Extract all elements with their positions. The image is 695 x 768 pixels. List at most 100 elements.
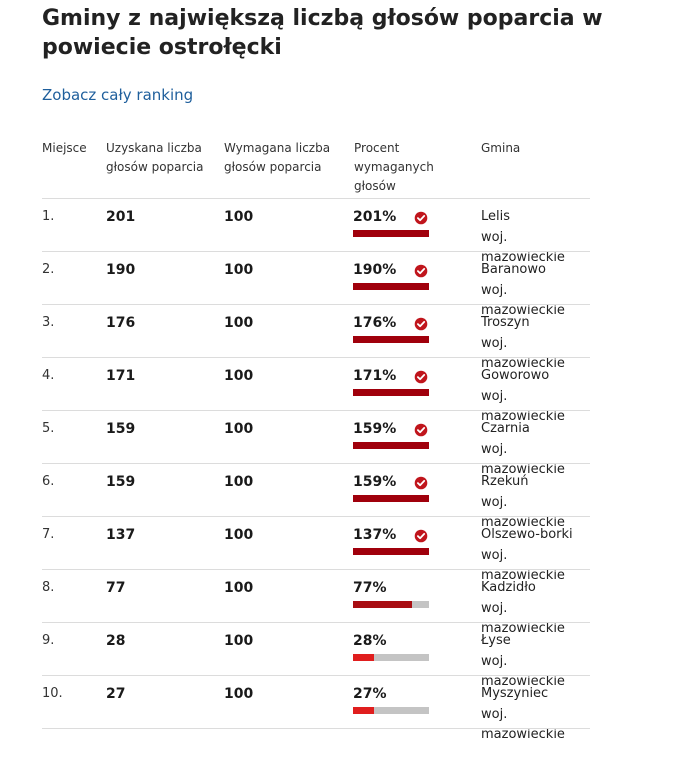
percent-cell: 190% bbox=[353, 262, 397, 278]
percent-cell: 28% bbox=[353, 633, 387, 649]
percent-cell: 201% bbox=[353, 209, 397, 225]
received-votes-cell: 176 bbox=[106, 315, 136, 331]
check-circle-icon bbox=[414, 529, 428, 543]
check-circle-icon bbox=[414, 370, 428, 384]
row-divider bbox=[42, 622, 590, 623]
gmina-name: Lelis bbox=[481, 209, 511, 224]
gmina-name: Goworowo bbox=[481, 368, 550, 383]
percent-cell: 159% bbox=[353, 474, 397, 490]
gmina-cell: Kadzidło woj. mazowieckie bbox=[481, 578, 590, 639]
page-title: Gminy z największą liczbą głosów poparci… bbox=[42, 6, 603, 60]
required-votes-cell: 100 bbox=[224, 527, 254, 543]
percent-bar-fill bbox=[353, 283, 429, 290]
percent-bar bbox=[353, 495, 429, 502]
required-votes-cell: 100 bbox=[224, 262, 254, 278]
row-divider bbox=[42, 569, 590, 570]
header-received-votes: Uzyskana liczba głosów poparcia bbox=[106, 141, 204, 174]
required-votes-cell: 100 bbox=[224, 686, 254, 702]
received-votes-cell: 27 bbox=[106, 686, 126, 702]
percent-bar-fill bbox=[353, 389, 429, 396]
voivodeship-label: woj. mazowieckie bbox=[481, 442, 565, 477]
received-votes-cell: 77 bbox=[106, 580, 126, 596]
gmina-cell: Troszyn woj. mazowieckie bbox=[481, 313, 590, 374]
received-votes-cell: 137 bbox=[106, 527, 136, 543]
header-required-votes: Wymagana liczba głosów poparcia bbox=[224, 141, 331, 174]
percent-bar-fill bbox=[353, 601, 412, 608]
percent-bar bbox=[353, 707, 429, 714]
full-ranking-link[interactable]: Zobacz cały ranking bbox=[42, 86, 194, 104]
row-divider bbox=[42, 675, 590, 676]
header-rank: Miejsce bbox=[42, 141, 87, 155]
gmina-name: Troszyn bbox=[481, 315, 530, 330]
gmina-name: Olszewo-borki bbox=[481, 527, 573, 542]
required-votes-cell: 100 bbox=[224, 368, 254, 384]
percent-cell: 159% bbox=[353, 421, 397, 437]
table-row: 3. 176 100 176% Troszyn woj. mazowieckie bbox=[42, 305, 590, 371]
percent-bar bbox=[353, 442, 429, 449]
row-divider bbox=[42, 304, 590, 305]
required-votes-cell: 100 bbox=[224, 209, 254, 225]
header-gmina: Gmina bbox=[481, 141, 521, 155]
received-votes-cell: 159 bbox=[106, 421, 136, 437]
rank-cell: 7. bbox=[42, 527, 55, 542]
voivodeship-label: woj. mazowieckie bbox=[481, 495, 565, 530]
rank-cell: 2. bbox=[42, 262, 55, 277]
gmina-cell: Baranowo woj. mazowieckie bbox=[481, 260, 590, 321]
gmina-cell: Łyse woj. mazowieckie bbox=[481, 631, 590, 692]
rank-cell: 6. bbox=[42, 474, 55, 489]
check-circle-icon bbox=[414, 423, 428, 437]
voivodeship-label: woj. mazowieckie bbox=[481, 336, 565, 371]
percent-cell: 27% bbox=[353, 686, 387, 702]
table-row: 10. 27 100 27% Myszyniec woj. mazowieckie bbox=[42, 676, 590, 742]
table-row: 8. 77 100 77% Kadzidło woj. mazowieckie bbox=[42, 570, 590, 636]
percent-bar bbox=[353, 283, 429, 290]
rank-cell: 5. bbox=[42, 421, 55, 436]
voivodeship-label: woj. mazowieckie bbox=[481, 601, 565, 636]
rank-cell: 9. bbox=[42, 633, 55, 648]
percent-bar bbox=[353, 548, 429, 555]
received-votes-cell: 28 bbox=[106, 633, 126, 649]
voivodeship-label: woj. mazowieckie bbox=[481, 548, 565, 583]
table-row: 7. 137 100 137% Olszewo-borki woj. mazowiecki… bbox=[42, 517, 590, 583]
table-row: 2. 190 100 190% Baranowo woj. mazowieckie bbox=[42, 252, 590, 318]
percent-bar bbox=[353, 654, 429, 661]
gmina-name: Czarnia bbox=[481, 421, 530, 436]
row-divider bbox=[42, 516, 590, 517]
rank-cell: 8. bbox=[42, 580, 55, 595]
percent-bar-fill bbox=[353, 442, 429, 449]
gmina-name: Łyse bbox=[481, 633, 511, 648]
required-votes-cell: 100 bbox=[224, 474, 254, 490]
rank-cell: 1. bbox=[42, 209, 55, 224]
table-row: 4. 171 100 171% Goworowo woj. mazowieckie bbox=[42, 358, 590, 424]
received-votes-cell: 190 bbox=[106, 262, 136, 278]
percent-bar-fill bbox=[353, 707, 374, 714]
percent-bar-fill bbox=[353, 336, 429, 343]
check-circle-icon bbox=[414, 264, 428, 278]
table-row: 9. 28 100 28% Łyse woj. mazowieckie bbox=[42, 623, 590, 689]
percent-cell: 171% bbox=[353, 368, 397, 384]
row-divider bbox=[42, 410, 590, 411]
percent-bar-fill bbox=[353, 654, 375, 661]
gmina-name: Myszyniec bbox=[481, 686, 549, 701]
required-votes-cell: 100 bbox=[224, 315, 254, 331]
rank-cell: 4. bbox=[42, 368, 55, 383]
gmina-cell: Lelis woj. mazowieckie bbox=[481, 207, 590, 268]
table-row: 1. 201 100 201% Lelis woj. mazowieckie bbox=[42, 199, 590, 265]
voivodeship-label: woj. mazowieckie bbox=[481, 230, 565, 265]
header-percent: Procent wymaganych głosów bbox=[354, 141, 434, 193]
required-votes-cell: 100 bbox=[224, 633, 254, 649]
received-votes-cell: 171 bbox=[106, 368, 136, 384]
percent-cell: 137% bbox=[353, 527, 397, 543]
rank-cell: 3. bbox=[42, 315, 55, 330]
row-divider bbox=[42, 728, 590, 729]
percent-cell: 77% bbox=[353, 580, 387, 596]
voivodeship-label: woj. mazowieckie bbox=[481, 389, 565, 424]
header-divider bbox=[42, 198, 590, 199]
table-row: 6. 159 100 159% Rzekuń woj. mazowieckie bbox=[42, 464, 590, 530]
row-divider bbox=[42, 251, 590, 252]
received-votes-cell: 201 bbox=[106, 209, 136, 225]
voivodeship-label: woj. mazowieckie bbox=[481, 707, 565, 742]
gmina-name: Rzekuń bbox=[481, 474, 529, 489]
percent-bar-fill bbox=[353, 495, 429, 502]
percent-bar-fill bbox=[353, 548, 429, 555]
